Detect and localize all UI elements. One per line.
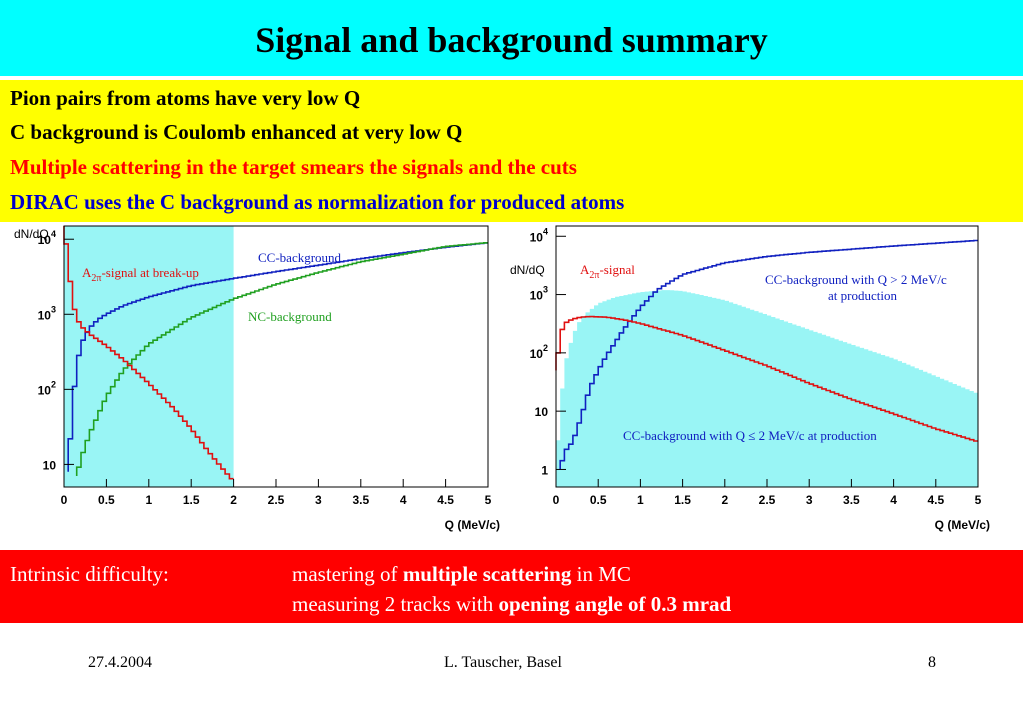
line1-pre: mastering of — [292, 562, 403, 586]
x-tick-label: 0 — [553, 493, 560, 507]
x-tick-label: 3.5 — [352, 493, 369, 507]
x-tick-label: 4 — [890, 493, 897, 507]
x-tick-label: 4 — [400, 493, 407, 507]
x-tick-label: 1.5 — [674, 493, 691, 507]
x-tick-label: 5 — [485, 493, 492, 507]
x-tick-label: 3.5 — [843, 493, 860, 507]
line1-bold: multiple scattering — [402, 562, 572, 586]
legend-label-1: NC-background — [248, 309, 332, 324]
x-tick-label: 2.5 — [759, 493, 776, 507]
slide-title: Signal and background summary — [255, 20, 768, 60]
x-tick-label: 1 — [145, 493, 152, 507]
difficulty-heading: Intrinsic difficulty: — [10, 562, 169, 586]
chart-right: 0 0.5 1 1.5 2 2.5 3 3.5 4 4.5 5 1 10 102 103 104 dN/dQ Q … — [510, 225, 990, 532]
legend-label-0: CC-background with Q > 2 MeV/c — [765, 272, 947, 287]
bullet-2: C background is Coulomb enhanced at very… — [10, 120, 463, 144]
x-tick-label: 4.5 — [437, 493, 454, 507]
x-axis-label: Q (MeV/c) — [935, 518, 990, 532]
x-tick-label: 3 — [315, 493, 322, 507]
plot-right: 0 0.5 1 1.5 2 2.5 3 3.5 4 4.5 5 1 10 102 103 104 dN/dQ Q … — [500, 222, 1010, 532]
signal-region-shade — [64, 226, 234, 487]
difficulty-box: Intrinsic difficulty: mastering of multi… — [0, 550, 1023, 623]
series-fill-0 — [556, 290, 978, 487]
y-tick-label: 104 — [38, 229, 56, 247]
y-tick-label: 103 — [530, 285, 548, 303]
x-tick-label: 2.5 — [268, 493, 285, 507]
bullet-3: Multiple scattering in the target smears… — [10, 155, 577, 179]
x-tick-label: 1 — [637, 493, 644, 507]
x-tick-label: 2 — [230, 493, 237, 507]
x-tick-label: 4.5 — [927, 493, 944, 507]
y-tick-label: 10 — [535, 405, 549, 419]
line2-pre: measuring 2 tracks with — [292, 592, 499, 616]
x-axis-label: Q (MeV/c) — [445, 518, 500, 532]
y-tick-label: 104 — [530, 226, 548, 244]
x-tick-label: 0.5 — [98, 493, 115, 507]
difficulty-line-2: measuring 2 tracks with opening angle of… — [292, 592, 731, 617]
x-tick-label: 0 — [61, 493, 68, 507]
x-tick-label: 5 — [975, 493, 982, 507]
x-tick-label: 0.5 — [590, 493, 607, 507]
y-tick-label: 10 — [43, 458, 57, 472]
difficulty-line-1: mastering of multiple scattering in MC — [292, 562, 631, 587]
series-line-1 — [75, 242, 488, 476]
footer-author: L. Tauscher, Basel — [444, 654, 562, 671]
legend-label-0: CC-background — [258, 250, 342, 265]
x-tick-label: 3 — [806, 493, 813, 507]
x-tick-label: 2 — [721, 493, 728, 507]
bullet-box: Pion pairs from atoms have very low Q C … — [0, 80, 1023, 222]
y-tick-label: 103 — [38, 304, 56, 322]
y-axis-label: dN/dQ — [14, 227, 49, 241]
footer-page: 8 — [928, 654, 936, 671]
y-tick-label: 102 — [38, 379, 56, 397]
line2-bold: opening angle of 0.3 mrad — [498, 592, 732, 616]
series-line-2 — [63, 226, 234, 480]
legend-label-2: CC-background with Q ≤ 2 MeV/c at produc… — [623, 428, 877, 443]
y-tick-label: 1 — [541, 463, 548, 477]
x-tick-label: 1.5 — [183, 493, 200, 507]
y-tick-label: 102 — [530, 343, 548, 361]
bullet-1: Pion pairs from atoms have very low Q — [10, 86, 361, 110]
legend-label-2: A2π-signal at break-up — [82, 265, 199, 284]
bullet-4: DIRAC uses the C background as normaliza… — [10, 190, 625, 214]
footer-date: 27.4.2004 — [88, 654, 152, 671]
series-line-2 — [555, 315, 978, 442]
legend-label-3: A2π-signal — [580, 262, 635, 281]
y-axis-label: dN/dQ — [510, 263, 545, 277]
legend-label-1: at production — [828, 288, 897, 303]
plot-left: 0 0.5 1 1.5 2 2.5 3 3.5 4 4.5 5 10 102 103 104 dN/dQ Q (… — [0, 222, 500, 532]
line1-post: in MC — [571, 562, 631, 586]
title-bar: Signal and background summary — [0, 0, 1023, 76]
